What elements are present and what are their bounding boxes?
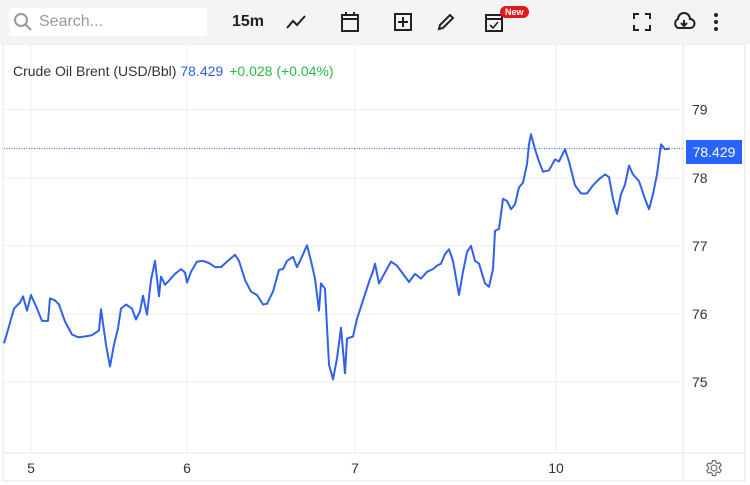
gear-icon [706, 459, 722, 477]
search-box[interactable] [9, 8, 207, 36]
events-button[interactable] [484, 10, 504, 34]
y-tick-label: 76 [692, 306, 708, 322]
download-button[interactable] [672, 10, 696, 34]
new-badge: New [500, 6, 529, 18]
legend-change: +0.028 (+0.04%) [229, 63, 334, 79]
calendar-check-icon [485, 14, 503, 32]
toolbar: 15m New [0, 0, 750, 44]
y-tick-label: 77 [692, 238, 708, 254]
x-tick-label: 5 [27, 460, 35, 476]
chart-frame [2, 44, 746, 482]
chart-type-button[interactable] [285, 10, 307, 34]
add-indicator-icon [394, 13, 412, 31]
chart-legend: Crude Oil Brent (USD/Bbl) 78.429 +0.028 (+… [13, 63, 334, 79]
legend-price: 78.429 [180, 63, 224, 79]
search-icon [14, 13, 32, 31]
interval-button[interactable]: 15m [232, 13, 265, 30]
add-indicator-button[interactable] [393, 10, 413, 34]
price-series-line [3, 133, 671, 381]
x-tick-label: 7 [351, 460, 359, 476]
instrument-name: Crude Oil Brent (USD/Bbl) [13, 63, 177, 79]
calendar-icon [341, 12, 359, 32]
more-vertical-icon [714, 13, 718, 31]
y-tick-label: 79 [692, 102, 708, 118]
y-tick-label: 75 [692, 374, 708, 390]
y-tick-label: 78 [692, 170, 708, 186]
x-tick-label: 6 [183, 460, 191, 476]
calendar-button[interactable] [340, 10, 360, 34]
draw-button[interactable] [436, 10, 456, 34]
last-price-label: 78.429 [686, 140, 742, 164]
fullscreen-button[interactable] [632, 10, 652, 34]
line-chart-icon [286, 15, 306, 29]
fullscreen-icon [633, 13, 651, 31]
pencil-icon [437, 13, 455, 31]
cloud-download-icon [674, 12, 696, 29]
settings-button[interactable] [705, 459, 723, 482]
price-chart[interactable]: 75 76 77 78 79 5 6 7 10 [0, 44, 750, 485]
more-button[interactable] [712, 10, 720, 34]
search-input[interactable] [37, 12, 201, 32]
x-tick-label: 10 [548, 460, 564, 476]
